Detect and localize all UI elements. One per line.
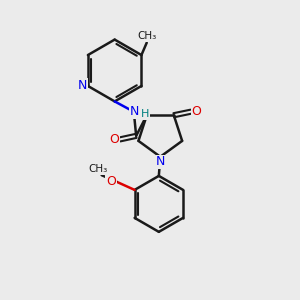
Text: CH₃: CH₃ [88, 164, 108, 174]
Text: N: N [156, 155, 166, 168]
Text: N: N [130, 105, 139, 118]
Text: CH₃: CH₃ [138, 31, 157, 41]
Text: O: O [110, 133, 120, 146]
Text: H: H [141, 109, 149, 119]
Text: N: N [78, 79, 87, 92]
Text: O: O [106, 175, 116, 188]
Text: O: O [191, 105, 201, 118]
